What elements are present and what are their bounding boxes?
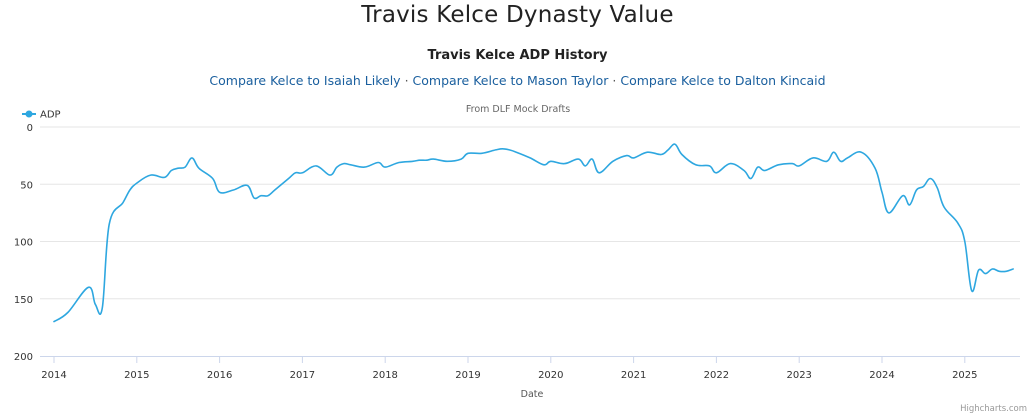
x-axis-title: Date <box>521 389 544 400</box>
legend[interactable]: ADP <box>22 110 61 121</box>
legend-marker-icon <box>25 110 33 118</box>
series-area <box>53 143 1014 323</box>
axes: 0 50 100 150 200 2014 2015 2016 2017 2018 2019 2020… <box>14 123 1020 381</box>
x-tick-label: 2016 <box>207 370 232 381</box>
x-tick-label: 2025 <box>952 370 977 381</box>
grid <box>40 126 1020 300</box>
y-tick-label: 0 <box>27 123 33 134</box>
x-tick-label: 2024 <box>869 370 894 381</box>
x-tick-label: 2020 <box>538 370 563 381</box>
link-separator: · <box>612 73 617 88</box>
x-tick-label: 2023 <box>786 370 811 381</box>
x-tick-label: 2018 <box>372 370 397 381</box>
x-tick-label: 2022 <box>704 370 729 381</box>
x-tick-label: 2015 <box>124 370 149 381</box>
page-title: Travis Kelce Dynasty Value <box>361 2 674 28</box>
x-tick-label: 2014 <box>41 370 66 381</box>
y-tick-label: 150 <box>14 295 33 306</box>
chart-subtitle: From DLF Mock Drafts <box>466 104 570 115</box>
x-tick-label: 2017 <box>290 370 315 381</box>
compare-link-mason-taylor[interactable]: Compare Kelce to Mason Taylor <box>412 73 609 88</box>
y-tick-label: 100 <box>14 238 33 249</box>
y-tick-label: 50 <box>20 180 33 191</box>
link-separator: · <box>404 73 409 88</box>
x-tick-label: 2019 <box>455 370 480 381</box>
legend-label-adp[interactable]: ADP <box>40 110 61 121</box>
credits-link[interactable]: Highcharts.com <box>960 404 1027 414</box>
compare-link-dalton-kincaid[interactable]: Compare Kelce to Dalton Kincaid <box>620 73 826 88</box>
series-line-adp[interactable] <box>53 143 1014 323</box>
compare-links: Compare Kelce to Isaiah Likely · Compare… <box>0 73 1035 88</box>
chart-title: Travis Kelce ADP History <box>427 48 608 63</box>
y-tick-label: 200 <box>14 352 33 363</box>
x-tick-label: 2021 <box>621 370 646 381</box>
compare-link-isaiah-likely[interactable]: Compare Kelce to Isaiah Likely <box>209 73 401 88</box>
